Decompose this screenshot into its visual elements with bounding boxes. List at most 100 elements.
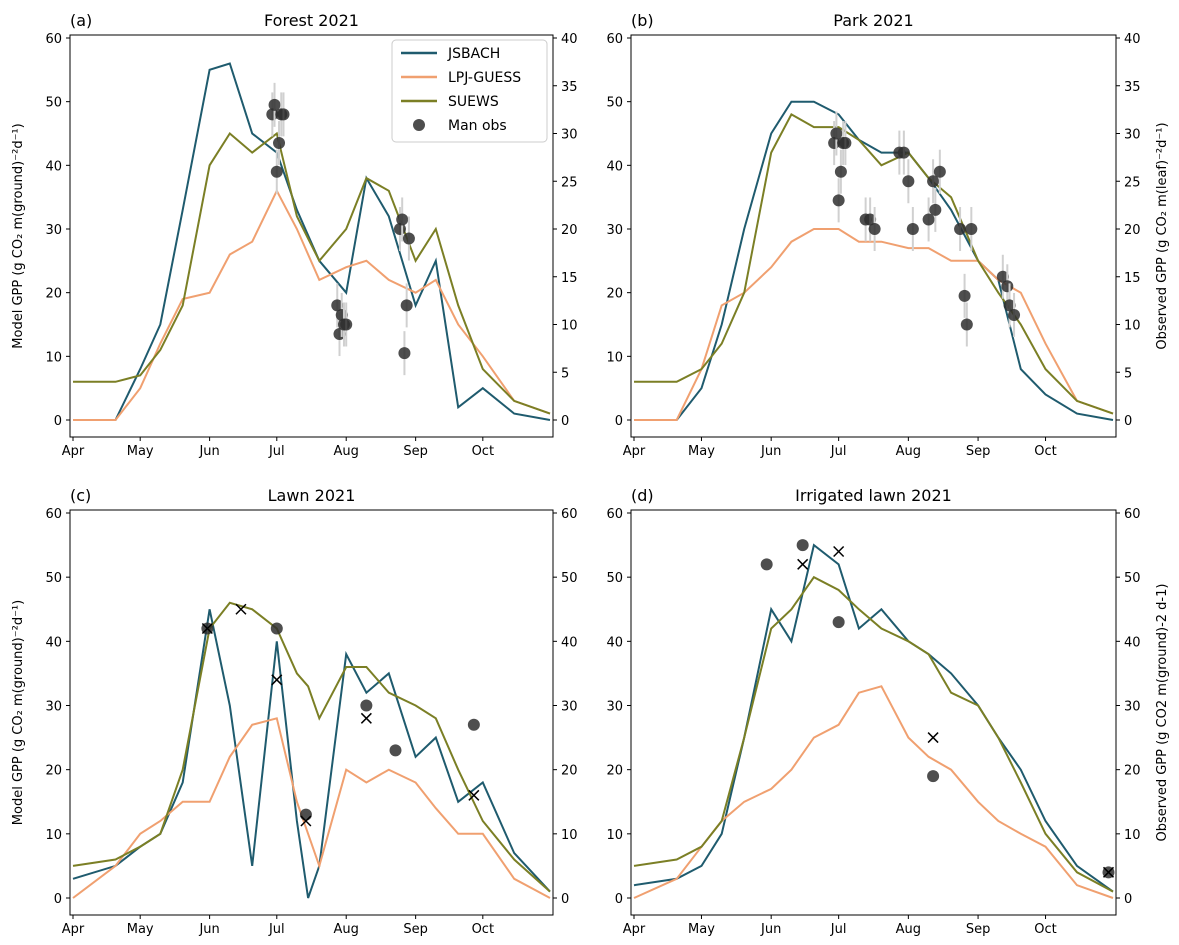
obs-point xyxy=(933,165,946,178)
legend-marker xyxy=(413,119,425,131)
y-tick-label: 50 xyxy=(45,96,62,111)
y-tick-label: 20 xyxy=(45,287,62,302)
x-tick-label: Jul xyxy=(268,922,285,937)
y2-tick-label: 20 xyxy=(561,223,578,238)
panel-title: Park 2021 xyxy=(833,11,913,30)
panel-title: Irrigated lawn 2021 xyxy=(795,486,952,505)
obs-x-marker xyxy=(797,558,809,570)
obs-x-marker xyxy=(833,545,845,558)
plot-frame xyxy=(630,509,1117,916)
x-tick-label: Jun xyxy=(760,444,781,459)
obs-x-marker xyxy=(300,815,312,827)
y-tick-label: 0 xyxy=(54,892,62,907)
obs-point xyxy=(398,347,411,360)
plot-frame xyxy=(69,509,554,916)
x-tick-label: Aug xyxy=(896,444,921,459)
series-line-lpj-guess xyxy=(634,228,1114,421)
y-tick-label: 10 xyxy=(606,350,623,365)
x-tick-label: Oct xyxy=(1034,922,1056,937)
x-tick-label: Jul xyxy=(268,444,285,459)
y-tick-label: 60 xyxy=(606,32,623,47)
y-tick-label: 30 xyxy=(606,700,623,715)
x-tick-label: Oct xyxy=(472,444,494,459)
obs-point xyxy=(400,299,413,312)
obs-point xyxy=(902,175,915,188)
obs-point xyxy=(839,137,852,150)
y2-axis-label: Observed GPP (g CO₂ m(leaf)⁻²d⁻¹) xyxy=(1155,122,1170,349)
series-line-suews xyxy=(633,575,1114,893)
y2-tick-label: 10 xyxy=(561,828,578,843)
obs-point xyxy=(467,718,480,731)
x-tick-label: May xyxy=(127,444,154,459)
y2-tick-label: 40 xyxy=(561,32,578,47)
y-axis-label: Model GPP (g CO₂ m(ground)⁻²d⁻¹) xyxy=(11,600,26,825)
y-tick-label: 40 xyxy=(606,159,623,174)
obs-point xyxy=(927,175,940,188)
y2-tick-label: 0 xyxy=(561,414,569,429)
series-line-jsbach xyxy=(72,609,551,899)
y2-tick-label: 30 xyxy=(561,128,578,143)
legend-label: JSBACH xyxy=(447,46,500,62)
y2-tick-label: 35 xyxy=(561,80,578,95)
y2-tick-label: 5 xyxy=(561,366,569,381)
obs-x-marker xyxy=(271,674,283,686)
obs-point xyxy=(299,808,312,821)
panel-label: (d) xyxy=(631,486,654,505)
panel-title: Forest 2021 xyxy=(264,11,359,30)
panel-label: (c) xyxy=(70,486,91,505)
x-tick-label: Oct xyxy=(472,922,494,937)
y2-tick-label: 20 xyxy=(561,764,578,779)
y2-axis-label: Observed GPP (g CO2 m(ground)-2 d-1) xyxy=(1155,584,1170,842)
series-line-jsbach xyxy=(73,62,551,421)
y2-tick-label: 15 xyxy=(561,271,578,286)
y-tick-label: 40 xyxy=(45,159,62,174)
x-tick-label: Apr xyxy=(623,444,646,459)
obs-point xyxy=(996,270,1009,283)
y-axis-label: Model GPP (g CO₂ m(ground)⁻²d⁻¹) xyxy=(11,123,26,348)
obs-point xyxy=(760,558,773,571)
obs-point xyxy=(864,213,877,226)
y-tick-label: 40 xyxy=(606,635,623,650)
y-tick-label: 50 xyxy=(606,96,623,111)
y2-tick-label: 0 xyxy=(1124,892,1132,907)
y-tick-label: 10 xyxy=(45,350,62,365)
obs-point xyxy=(1003,299,1016,312)
x-tick-label: Jun xyxy=(198,444,219,459)
obs-point xyxy=(868,223,881,235)
y2-tick-label: 30 xyxy=(1124,128,1141,143)
y2-tick-label: 30 xyxy=(561,700,578,715)
y2-tick-label: 20 xyxy=(1124,223,1141,238)
y2-tick-label: 30 xyxy=(1124,700,1141,715)
plot-frame xyxy=(69,34,554,438)
y2-tick-label: 40 xyxy=(561,635,578,650)
plot-frame xyxy=(630,34,1117,438)
obs-x-marker xyxy=(927,732,939,744)
series-line-jsbach xyxy=(634,100,1114,421)
series-line-suews xyxy=(72,601,551,893)
x-tick-label: Sep xyxy=(966,444,991,459)
y2-tick-label: 25 xyxy=(1124,175,1141,190)
x-tick-label: Jul xyxy=(830,922,847,937)
obs-point xyxy=(897,146,910,159)
obs-point xyxy=(389,744,402,757)
x-tick-label: Aug xyxy=(334,922,359,937)
series-line-suews xyxy=(634,113,1114,415)
obs-point xyxy=(1008,308,1021,321)
obs-point xyxy=(396,213,409,226)
obs-point xyxy=(906,223,919,235)
obs-x-marker xyxy=(235,603,247,615)
x-tick-label: Jun xyxy=(760,922,781,937)
y2-tick-label: 10 xyxy=(1124,828,1141,843)
x-tick-label: Sep xyxy=(403,444,428,459)
y-tick-label: 60 xyxy=(606,507,623,522)
y2-tick-label: 60 xyxy=(1124,507,1141,522)
x-tick-label: May xyxy=(688,444,715,459)
y2-tick-label: 5 xyxy=(1124,366,1132,381)
series-line-lpj-guess xyxy=(633,685,1114,899)
y2-tick-label: 50 xyxy=(561,571,578,586)
y-tick-label: 0 xyxy=(615,892,623,907)
x-tick-label: Aug xyxy=(896,922,921,937)
y-tick-label: 10 xyxy=(606,828,623,843)
obs-point xyxy=(929,203,942,216)
